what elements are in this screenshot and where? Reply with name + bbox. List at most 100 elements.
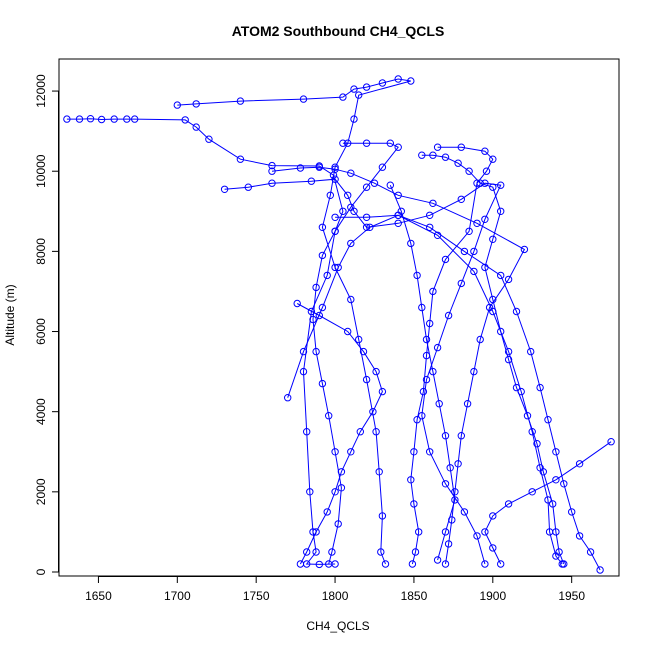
data-point-1-1	[192, 100, 200, 108]
data-point-2-23	[473, 532, 481, 540]
data-point-1-11	[350, 115, 358, 123]
data-point-7-9	[489, 307, 497, 316]
data-point-1-2	[236, 97, 245, 105]
data-point-6-5	[370, 179, 379, 187]
data-point-6-13	[470, 367, 478, 376]
data-point-0-2	[86, 115, 95, 123]
data-point-1-4	[339, 93, 347, 101]
data-point-6-9	[520, 245, 529, 254]
y-tick-label-6: 12000	[34, 74, 48, 108]
data-point-6-1	[296, 164, 305, 172]
series-line-6	[271, 166, 526, 565]
x-tick-label-0: 1650	[85, 589, 112, 603]
data-point-11-6	[369, 408, 377, 416]
data-point-10-4	[418, 303, 426, 312]
data-point-5-12	[318, 379, 327, 388]
data-point-11-14	[296, 560, 305, 568]
data-point-1-19	[362, 375, 371, 384]
data-point-10-2	[407, 239, 415, 248]
data-point-7-10	[504, 347, 513, 356]
data-point-0-0	[63, 115, 71, 123]
y-axis: 0 2000 4000 6000 8000 10000 12000	[34, 74, 59, 575]
data-point-11-12	[312, 528, 320, 536]
series-line-0	[66, 118, 344, 565]
data-point-10-9	[446, 464, 454, 472]
data-point-4-3	[489, 155, 497, 163]
series-3	[418, 151, 568, 568]
data-point-9-1	[575, 460, 584, 468]
data-point-1-15	[318, 223, 327, 232]
data-point-5-4	[378, 163, 387, 171]
data-point-2-21	[441, 480, 450, 488]
data-point-7-8	[470, 267, 478, 276]
series-line-2	[224, 178, 502, 565]
data-point-11-11	[323, 508, 331, 516]
data-point-2-13	[481, 215, 489, 224]
data-point-9-7	[489, 544, 497, 552]
data-point-8-11	[560, 480, 568, 488]
data-point-2-19	[418, 412, 426, 420]
data-point-4-16	[415, 528, 423, 536]
data-point-7-5	[366, 223, 374, 232]
chart-title: ATOM2 Southbound CH4_QCLS	[232, 23, 445, 39]
data-point-11-0	[293, 299, 301, 308]
data-point-7-3	[334, 263, 342, 272]
data-point-5-11	[312, 347, 320, 356]
data-point-2-20	[426, 448, 434, 456]
data-point-0-22	[312, 548, 320, 556]
data-point-1-5	[350, 85, 358, 93]
data-point-0-3	[97, 115, 106, 124]
data-point-4-5	[473, 179, 481, 187]
series-11	[293, 299, 387, 568]
data-point-9-5	[489, 512, 497, 520]
data-point-1-14	[326, 191, 334, 200]
data-point-3-4	[465, 167, 473, 175]
data-point-3-8	[489, 235, 497, 244]
series-line-8	[335, 214, 601, 571]
data-point-4-15	[410, 500, 418, 508]
data-point-1-0	[173, 101, 182, 109]
data-point-2-10	[457, 195, 465, 204]
data-point-0-14	[339, 207, 347, 216]
data-point-1-9	[407, 77, 415, 85]
data-point-4-6	[465, 227, 473, 236]
data-point-10-7	[435, 400, 443, 408]
data-point-1-17	[347, 295, 355, 304]
data-point-8-4	[460, 247, 469, 256]
data-point-8-7	[527, 347, 535, 356]
plot-frame	[58, 58, 620, 577]
data-point-10-6	[429, 367, 437, 376]
data-point-9-2	[552, 476, 560, 484]
y-tick-label-1: 2000	[34, 478, 48, 505]
series-10	[386, 181, 459, 564]
data-point-11-5	[378, 387, 387, 396]
data-point-10-11	[441, 528, 450, 536]
series-line-7	[287, 214, 563, 565]
data-point-3-7	[497, 207, 505, 216]
y-tick-label-4: 8000	[34, 238, 48, 265]
data-point-2-24	[481, 560, 489, 568]
data-point-6-19	[444, 540, 453, 548]
x-tick-label-1: 1700	[164, 589, 191, 603]
series-2	[220, 175, 505, 568]
data-point-7-2	[318, 303, 327, 312]
data-point-11-13	[303, 548, 311, 556]
series-line-4	[410, 146, 494, 565]
data-point-3-6	[489, 183, 497, 191]
data-point-5-2	[386, 139, 394, 147]
data-point-7-16	[552, 552, 560, 560]
data-point-8-13	[575, 532, 584, 540]
data-point-3-1	[429, 151, 437, 159]
data-point-6-17	[451, 488, 459, 496]
data-point-2-8	[394, 219, 402, 228]
data-point-7-14	[544, 496, 552, 504]
y-tick-label-5: 10000	[34, 154, 48, 188]
series-line-1	[177, 78, 411, 565]
data-point-0-24	[315, 560, 323, 569]
data-point-3-2	[441, 153, 450, 161]
data-point-4-1	[457, 143, 465, 151]
data-point-6-4	[347, 169, 355, 177]
data-point-2-5	[344, 191, 352, 200]
data-point-2-16	[444, 311, 453, 320]
data-point-1-21	[375, 468, 383, 476]
